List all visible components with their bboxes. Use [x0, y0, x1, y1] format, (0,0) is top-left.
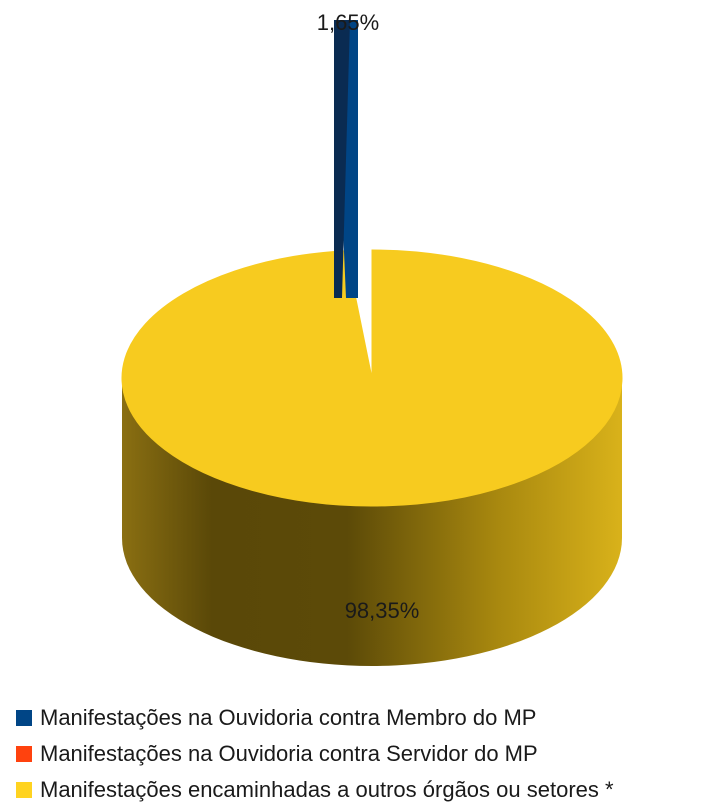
- legend-label-3: Manifestações encaminhadas a outros órgã…: [40, 777, 614, 802]
- legend-label-1: Manifestações na Ouvidoria contra Membro…: [40, 705, 537, 730]
- legend-swatch-1: [16, 710, 32, 726]
- pie-slice-3-top: [121, 249, 623, 507]
- legend-swatch-2: [16, 746, 32, 762]
- legend: Manifestações na Ouvidoria contra Membro…: [16, 700, 614, 808]
- legend-swatch-3: [16, 782, 32, 798]
- legend-item-2: Manifestações na Ouvidoria contra Servid…: [16, 736, 614, 772]
- data-label-1: 1,65%: [317, 10, 379, 35]
- pie-slice-1: [334, 20, 358, 298]
- legend-item-3: Manifestações encaminhadas a outros órgã…: [16, 772, 614, 808]
- pie-slice-3: [121, 249, 623, 666]
- legend-label-2: Manifestações na Ouvidoria contra Servid…: [40, 741, 538, 766]
- legend-item-1: Manifestações na Ouvidoria contra Membro…: [16, 700, 614, 736]
- pie-slice-1-shade: [334, 20, 350, 298]
- data-label-3: 98,35%: [345, 598, 420, 623]
